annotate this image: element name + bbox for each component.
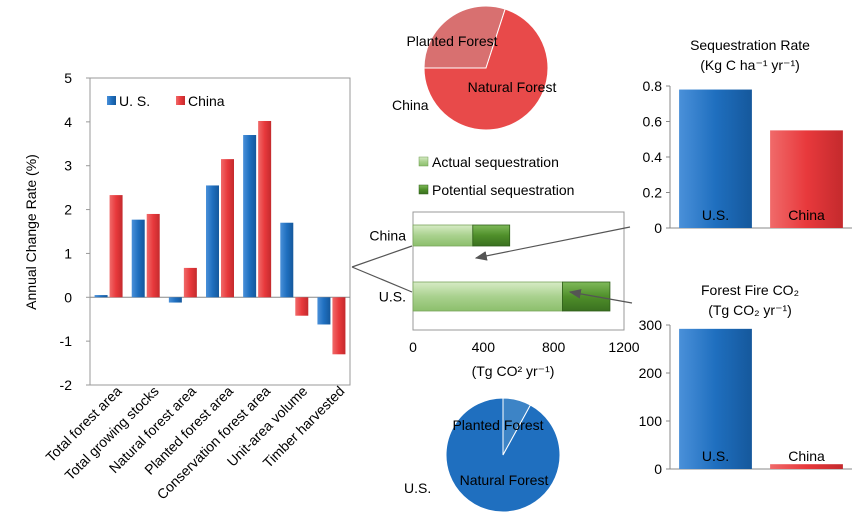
x-tick-label: 0 [409, 339, 417, 355]
natural-slice [445, 397, 561, 513]
us-pie-label: U.S. [404, 480, 431, 496]
x-tick-label: 400 [472, 339, 496, 355]
y-tick-label: 4 [64, 114, 72, 130]
sequestration-rate-chart: Sequestration Rate (Kg C ha⁻¹ yr⁻¹) 0 0.2… [643, 37, 852, 236]
y-tick-label: 200 [639, 365, 663, 381]
us-bar [131, 219, 145, 298]
natural-slice [423, 8, 549, 131]
legend-swatch-china [176, 96, 185, 105]
us-pie-chart [445, 397, 561, 513]
legend-swatch-actual [418, 156, 429, 167]
y-tick-label: 5 [64, 70, 72, 86]
us-bar [679, 89, 752, 228]
y-tick-label: 0.4 [643, 149, 663, 165]
potential-bar [562, 281, 611, 312]
us-bar [317, 297, 331, 325]
connector-left-china [351, 245, 413, 268]
connector-left-us [351, 266, 413, 293]
connector-lines [351, 226, 633, 304]
plot-frame [89, 77, 351, 386]
y-tick-label: 100 [639, 413, 663, 429]
y-tick-label: 300 [639, 317, 663, 333]
china-bar [770, 464, 843, 469]
legend-label-potential: Potential sequestration [432, 182, 574, 198]
legend-label-actual: Actual sequestration [432, 154, 559, 170]
connector-arrow-us [568, 289, 633, 304]
us-bar [94, 295, 108, 298]
y-tick-label: -2 [60, 377, 73, 393]
legend: Actual sequestration Potential sequestra… [418, 154, 574, 198]
potential-bar [472, 224, 511, 247]
chart-subtitle: (Tg CO₂ yr⁻¹) [708, 302, 792, 318]
china-pie-label: China [392, 97, 429, 113]
bar-category-label: China [788, 207, 825, 223]
bar-category-label: U.S. [702, 448, 729, 464]
y-tick-label: 0 [64, 289, 72, 305]
sequestration-bar-chart: Actual sequestration Potential sequestra… [369, 154, 639, 379]
y-tick-label: 3 [64, 158, 72, 174]
us-planted-label: Planted Forest [452, 417, 543, 433]
us-bar [206, 185, 219, 298]
legend: U. S. China [107, 93, 225, 109]
china-bar [109, 195, 123, 298]
y-tick-label: 0.2 [643, 185, 663, 201]
us-bar [168, 297, 182, 303]
actual-bar [412, 281, 563, 312]
china-bar [770, 130, 843, 228]
y-axis-label: Annual Change Rate (%) [23, 154, 39, 310]
us-bar [679, 328, 752, 469]
y-tick-label: 0 [654, 461, 662, 477]
china-pie-chart [423, 5, 549, 131]
planted-slice [423, 5, 506, 69]
legend-swatch-potential [418, 184, 429, 195]
us-bar [243, 135, 257, 298]
x-tick-label: 1200 [608, 339, 639, 355]
actual-bar [412, 224, 474, 247]
china-natural-label: Natural Forest [468, 79, 557, 95]
legend-label-us: U. S. [119, 93, 150, 109]
y-tick-label: 0.6 [643, 114, 663, 130]
chart-title: Forest Fire CO₂ [701, 282, 799, 298]
forest-fire-chart: Forest Fire CO₂ (Tg CO₂ yr⁻¹) 0 100 200 300… [639, 282, 852, 477]
china-bar [146, 213, 160, 298]
us-bar [280, 222, 294, 298]
category-label: China [369, 228, 406, 244]
bar-category-label: U.S. [702, 207, 729, 223]
y-tick-label: -1 [60, 333, 73, 349]
connector-arrow-china [474, 226, 631, 261]
x-axis-label: (Tg CO² yr⁻¹) [472, 363, 555, 379]
legend-label-china: China [188, 93, 225, 109]
y-tick-label: 0.8 [643, 78, 663, 94]
y-tick-label: 1 [64, 245, 72, 261]
china-bar [221, 159, 234, 298]
china-bar [258, 120, 272, 298]
legend-swatch-us [107, 96, 116, 105]
y-tick-label: 0 [654, 220, 662, 236]
x-tick-label: 800 [542, 339, 566, 355]
china-bar [183, 267, 197, 298]
y-tick-label: 2 [64, 202, 72, 218]
china-bar [332, 297, 346, 355]
category-label: U.S. [379, 289, 406, 305]
us-natural-label: Natural Forest [460, 472, 549, 488]
chart-title: Sequestration Rate [690, 37, 810, 53]
china-planted-label: Planted Forest [406, 33, 497, 49]
bar-category-label: China [788, 448, 825, 464]
china-bar [295, 297, 309, 316]
chart-subtitle: (Kg C ha⁻¹ yr⁻¹) [700, 57, 800, 73]
